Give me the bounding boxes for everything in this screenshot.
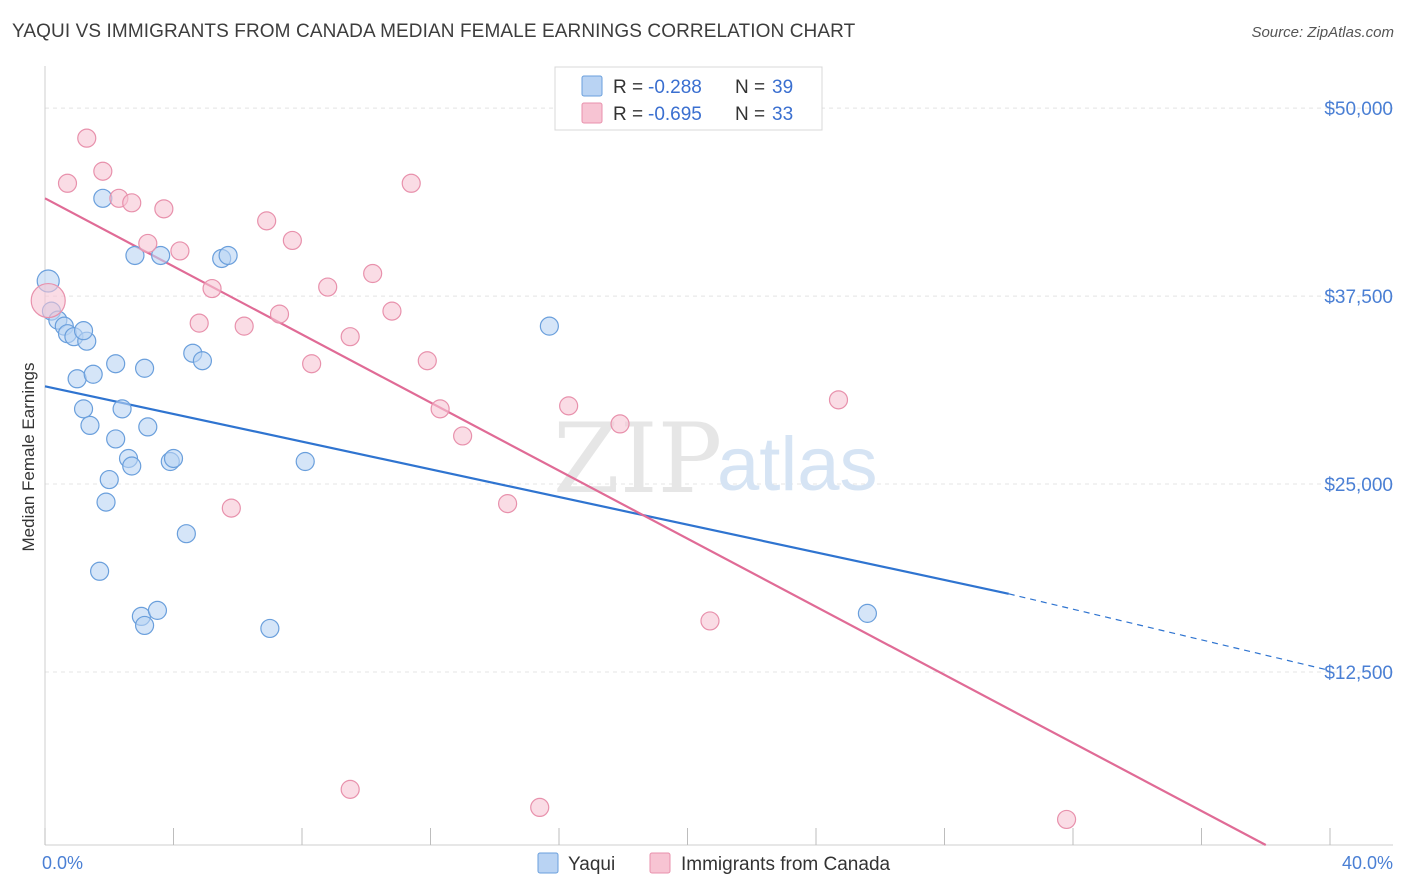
point-yaqui (99, 469, 119, 490)
data-points (30, 128, 1077, 830)
axes (44, 66, 1393, 846)
point-canada (269, 304, 290, 324)
y-tick-label: $12,500 (1324, 663, 1393, 684)
point-yaqui (260, 618, 280, 639)
series-label-canada: Immigrants from Canada (681, 854, 891, 875)
point-yaqui (295, 451, 315, 472)
series-label-yaqui: Yaqui (568, 854, 615, 875)
point-canada (382, 301, 402, 321)
legend-n-value: 39 (772, 77, 793, 98)
legend-n-label: N = (735, 104, 765, 125)
series-legend: Yaqui Immigrants from Canada (537, 852, 891, 875)
watermark-zip: ZIP (553, 403, 722, 515)
point-canada (363, 263, 383, 284)
trend-line-canada (44, 197, 1267, 846)
point-yaqui (73, 399, 94, 419)
gridlines (45, 107, 1393, 673)
legend-r-value: -0.288 (648, 77, 702, 98)
point-canada (1056, 809, 1077, 830)
legend-swatch-canada (581, 102, 603, 124)
series-swatch-canada (649, 852, 671, 874)
point-canada (318, 277, 338, 297)
point-yaqui (218, 245, 238, 266)
point-canada (30, 282, 66, 319)
point-canada (122, 193, 142, 213)
point-canada (234, 316, 254, 336)
legend-n-label: N = (735, 77, 765, 98)
point-yaqui (138, 417, 158, 437)
x-tick-labels: 0.0% 40.0% (42, 853, 1393, 873)
point-yaqui (163, 448, 184, 469)
point-canada (170, 241, 190, 261)
point-canada (340, 779, 360, 799)
series-swatch-yaqui (537, 852, 559, 874)
y-tick-label: $50,000 (1324, 99, 1393, 120)
y-tick-label: $37,500 (1324, 287, 1393, 308)
trend-line-yaqui (44, 385, 1009, 595)
point-canada (302, 354, 322, 374)
point-yaqui (857, 603, 878, 623)
legend-swatch-yaqui (581, 75, 603, 97)
point-canada (189, 313, 209, 333)
point-canada (202, 278, 222, 299)
point-yaqui (134, 358, 155, 378)
point-yaqui (106, 429, 126, 449)
point-yaqui (192, 351, 213, 371)
y-axis-label: Median Female Earnings (19, 363, 38, 552)
chart-title: YAQUI VS IMMIGRANTS FROM CANADA MEDIAN F… (12, 21, 856, 42)
point-yaqui (176, 524, 196, 544)
trend-lines (44, 197, 1331, 846)
legend-n-value: 33 (772, 104, 793, 125)
point-canada (138, 233, 158, 254)
stats-legend: R = -0.288 N = 39 R = -0.695 N = 33 (554, 66, 823, 131)
x-tick-label: 40.0% (1342, 853, 1393, 873)
point-yaqui (122, 456, 142, 476)
point-yaqui (80, 415, 100, 436)
point-yaqui (125, 245, 145, 266)
y-tick-labels: $12,500 $25,000 $37,500 $50,000 (1324, 99, 1393, 684)
point-canada (559, 396, 579, 416)
point-canada (154, 199, 174, 219)
source-label: Source: ZipAtlas.com (1251, 24, 1394, 41)
point-canada (340, 327, 360, 347)
point-canada (221, 498, 241, 518)
point-yaqui (67, 369, 87, 389)
point-yaqui (134, 615, 155, 636)
point-canada (401, 173, 421, 193)
point-yaqui (147, 600, 168, 620)
legend-r-label: R = (613, 104, 643, 125)
point-canada (417, 351, 437, 371)
y-tick-label: $25,000 (1324, 475, 1393, 496)
point-yaqui (93, 188, 113, 208)
point-canada (530, 797, 550, 818)
point-yaqui (151, 245, 171, 266)
x-tick-label: 0.0% (42, 853, 83, 873)
point-yaqui (83, 364, 103, 384)
legend-r-value: -0.695 (648, 104, 702, 125)
point-yaqui (73, 321, 94, 341)
trend-line-yaqui-extension (1008, 593, 1331, 672)
point-canada (828, 390, 849, 410)
point-canada (700, 611, 720, 631)
point-canada (57, 173, 78, 193)
point-canada (610, 414, 630, 434)
legend-r-label: R = (613, 77, 643, 98)
point-yaqui (96, 492, 116, 512)
point-canada (282, 230, 302, 251)
point-canada (430, 399, 450, 419)
point-yaqui (539, 316, 559, 336)
point-canada (93, 161, 113, 181)
watermark-atlas: atlas (717, 422, 878, 507)
point-yaqui (112, 399, 132, 419)
point-yaqui (106, 354, 126, 374)
point-canada (257, 211, 277, 231)
point-canada (498, 494, 518, 514)
point-canada (77, 128, 97, 148)
point-yaqui (90, 561, 110, 581)
point-canada (453, 426, 473, 446)
